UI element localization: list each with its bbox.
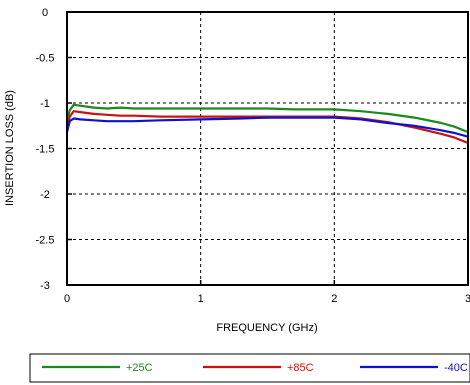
y-tick-label: -3 bbox=[40, 280, 50, 292]
legend: +25C +85C -40C bbox=[42, 362, 468, 374]
x-tick-label: 2 bbox=[331, 293, 337, 305]
y-tick-label: -0.5 bbox=[36, 53, 55, 65]
y-tick-label: -1 bbox=[40, 98, 50, 110]
y-axis-title: INSERTION LOSS (dB) bbox=[4, 90, 16, 206]
x-tick-label: 1 bbox=[198, 293, 204, 305]
series-line bbox=[65, 110, 469, 145]
series-lines bbox=[65, 103, 469, 145]
series-line bbox=[65, 116, 469, 138]
grid-lines bbox=[67, 12, 468, 285]
legend-label: +85C bbox=[287, 362, 314, 374]
y-tick-label: 0 bbox=[42, 7, 48, 19]
x-tick-label: 3 bbox=[465, 293, 470, 305]
x-axis-title: FREQUENCY (GHz) bbox=[216, 322, 317, 334]
tick-labels: 0 -0.5 -1 -1.5 -2 -2.5 -3 0 1 2 3 bbox=[36, 7, 470, 305]
series-line bbox=[65, 103, 469, 134]
y-tick-label: -1.5 bbox=[36, 144, 55, 156]
y-tick-label: -2.5 bbox=[36, 235, 55, 247]
y-tick-label: -2 bbox=[40, 189, 50, 201]
x-tick-label: 0 bbox=[64, 293, 70, 305]
legend-label: -40C bbox=[444, 362, 468, 374]
legend-label: +25C bbox=[126, 362, 153, 374]
axis-ticks bbox=[66, 11, 469, 286]
